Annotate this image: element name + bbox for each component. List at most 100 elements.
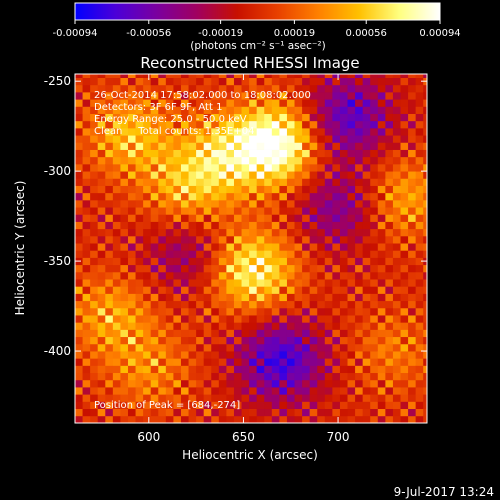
heatmap-cell: [286, 243, 295, 251]
heatmap-cell: [218, 372, 227, 381]
heatmap-cell: [105, 214, 114, 222]
heatmap-cell: [400, 329, 409, 338]
heatmap-cell: [120, 163, 129, 172]
heatmap-cell: [75, 192, 83, 201]
heatmap-cell: [150, 127, 159, 136]
heatmap-cell: [317, 415, 326, 423]
heatmap-cell: [211, 91, 220, 100]
heatmap-cell: [90, 264, 99, 273]
heatmap-cell: [127, 214, 136, 222]
heatmap-cell: [286, 84, 295, 93]
heatmap-cell: [226, 336, 235, 345]
heatmap-cell: [203, 336, 212, 345]
heatmap-cell: [415, 358, 424, 366]
heatmap-cell: [264, 293, 273, 302]
heatmap-cell: [385, 214, 394, 222]
heatmap-cell: [271, 74, 280, 78]
heatmap-cell: [241, 113, 250, 122]
heatmap-cell: [385, 415, 394, 423]
heatmap-cell: [249, 77, 258, 86]
heatmap-cell: [173, 307, 182, 316]
heatmap-cell: [415, 113, 424, 122]
heatmap-cell: [188, 271, 197, 280]
heatmap-cell: [97, 120, 106, 129]
heatmap-cell: [294, 207, 303, 215]
heatmap-cell: [339, 192, 348, 201]
heatmap-cell: [309, 372, 318, 381]
heatmap-cell: [294, 387, 303, 395]
footer-date: 9-Jul-2017 13:24: [394, 485, 494, 499]
heatmap-cell: [143, 387, 152, 395]
heatmap-cell: [127, 329, 136, 338]
heatmap-cell: [97, 235, 106, 244]
heatmap-cell: [218, 199, 227, 208]
heatmap-cell: [180, 271, 189, 280]
heatmap-cell: [241, 135, 250, 143]
heatmap-cell: [339, 178, 348, 186]
heatmap-cell: [203, 228, 212, 237]
heatmap-cell: [377, 365, 386, 374]
heatmap-cell: [408, 264, 417, 273]
heatmap-cell: [332, 250, 341, 258]
heatmap-cell: [423, 271, 427, 280]
heatmap-cell: [90, 401, 99, 410]
heatmap-cell: [332, 156, 341, 165]
heatmap-cell: [347, 365, 356, 374]
heatmap-cell: [218, 207, 227, 215]
heatmap-cell: [264, 307, 273, 316]
heatmap-cell: [180, 235, 189, 244]
heatmap-cell: [264, 387, 273, 395]
heatmap-cell: [233, 214, 242, 222]
heatmap-cell: [180, 257, 189, 266]
heatmap-cell: [423, 192, 427, 201]
heatmap-cell: [241, 387, 250, 395]
heatmap-cell: [127, 401, 136, 410]
heatmap-cell: [408, 408, 417, 417]
heatmap-cell: [127, 408, 136, 417]
heatmap-cell: [127, 257, 136, 266]
heatmap-cell: [339, 127, 348, 136]
heatmap-cell: [196, 365, 205, 374]
heatmap-cell: [271, 149, 280, 158]
heatmap-cell: [218, 322, 227, 330]
heatmap-cell: [188, 365, 197, 374]
heatmap-cell: [105, 77, 114, 86]
heatmap-cell: [256, 387, 265, 395]
heatmap-cell: [362, 127, 371, 136]
heatmap-cell: [415, 84, 424, 93]
heatmap-cell: [203, 84, 212, 93]
heatmap-cell: [415, 185, 424, 194]
heatmap-cell: [188, 379, 197, 388]
heatmap-cell: [279, 235, 288, 244]
heatmap-cell: [294, 271, 303, 280]
heatmap-cell: [150, 235, 159, 244]
heatmap-cell: [249, 74, 258, 78]
heatmap-cell: [203, 135, 212, 143]
heatmap-cell: [226, 199, 235, 208]
heatmap-cell: [112, 343, 121, 352]
heatmap-cell: [158, 329, 167, 338]
heatmap-cell: [264, 415, 273, 423]
heatmap-cell: [256, 192, 265, 201]
heatmap-cell: [377, 127, 386, 136]
heatmap-cell: [211, 178, 220, 186]
heatmap-cell: [264, 358, 273, 366]
heatmap-cell: [362, 336, 371, 345]
heatmap-cell: [392, 351, 401, 359]
heatmap-cell: [218, 365, 227, 374]
heatmap-cell: [173, 343, 182, 352]
heatmap-cell: [196, 178, 205, 186]
heatmap-cell: [309, 243, 318, 251]
heatmap-cell: [233, 99, 242, 107]
heatmap-cell: [415, 315, 424, 323]
heatmap-cell: [120, 322, 129, 330]
heatmap-cell: [90, 379, 99, 388]
heatmap-cell: [90, 185, 99, 194]
heatmap-cell: [188, 91, 197, 100]
heatmap-cell: [324, 228, 333, 237]
heatmap-cell: [332, 91, 341, 100]
heatmap-cell: [256, 257, 265, 266]
heatmap-cell: [256, 113, 265, 122]
heatmap-cell: [392, 307, 401, 316]
heatmap-cell: [188, 394, 197, 402]
